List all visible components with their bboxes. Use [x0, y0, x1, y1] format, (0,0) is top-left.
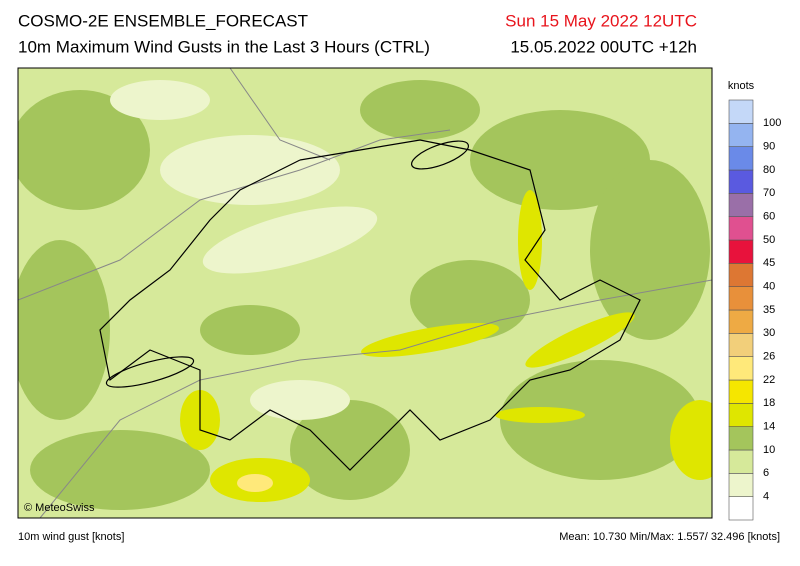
colorbar-box: [728, 216, 754, 241]
subtitle: 10m Maximum Wind Gusts in the Last 3 Hou…: [18, 37, 430, 56]
colorbar-label: 90: [763, 141, 775, 153]
colorbar-box: [728, 356, 754, 381]
colorbar-label: 35: [763, 304, 775, 316]
colorbar-label: 6: [763, 467, 769, 479]
colorbar-box: [728, 379, 754, 404]
colorbar-box: [728, 333, 754, 357]
colorbar-label: 70: [763, 187, 775, 199]
legend-unit: knots: [728, 80, 755, 92]
colorbar: 4 6 10 14 18 22 26 30 35 40 45 50 60 70 80 90 100: [728, 99, 781, 521]
colorbar-box: [728, 146, 754, 171]
colorbar-box: [728, 263, 754, 287]
colorbar-label: 45: [763, 257, 775, 269]
colorbar-box: [728, 286, 754, 311]
colorbar-box: [728, 193, 754, 217]
colorbar-label: 10: [763, 444, 775, 456]
map: © MeteoSwiss: [17, 67, 713, 519]
colorbar-box: [728, 239, 754, 264]
colorbar-label: 50: [763, 234, 775, 246]
footer-stats: Mean: 10.730 Min/Max: 1.557/ 32.496 [kno…: [559, 531, 780, 543]
colorbar-box: [728, 123, 754, 147]
colorbar-label: 18: [763, 397, 775, 409]
map-frame: [17, 67, 713, 519]
colorbar-box: [728, 169, 754, 194]
run-time: 15.05.2022 00UTC +12h: [510, 37, 697, 56]
colorbar-label: 40: [763, 281, 775, 293]
colorbar-label: 30: [763, 327, 775, 339]
colorbar-box: [728, 403, 754, 427]
title: COSMO-2E ENSEMBLE_FORECAST: [18, 11, 308, 30]
colorbar-box: [728, 309, 754, 334]
copyright: © MeteoSwiss: [24, 502, 95, 514]
colorbar-box: [728, 473, 754, 497]
colorbar-label: 4: [763, 491, 769, 503]
colorbar-label: 26: [763, 351, 775, 363]
valid-time: Sun 15 May 2022 12UTC: [505, 11, 697, 30]
colorbar-label: 60: [763, 211, 775, 223]
colorbar-box: [728, 496, 754, 521]
colorbar-label: 22: [763, 374, 775, 386]
colorbar-label: 80: [763, 164, 775, 176]
colorbar-box: [728, 426, 754, 451]
colorbar-box: [728, 449, 754, 474]
colorbar-label: 100: [763, 117, 781, 129]
footer-variable: 10m wind gust [knots]: [18, 531, 124, 543]
colorbar-box: [728, 99, 754, 124]
colorbar-label: 14: [763, 421, 775, 433]
